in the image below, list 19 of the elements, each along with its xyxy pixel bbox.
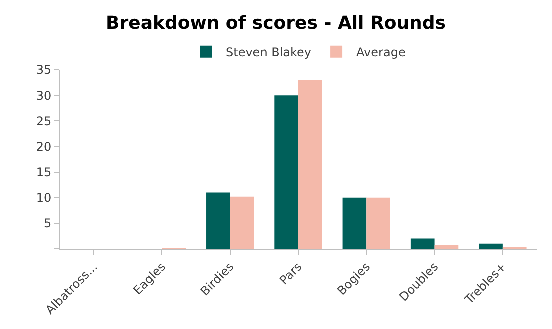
y-tick-label: 20	[36, 140, 52, 154]
y-tick-label: 15	[36, 165, 52, 180]
y-tick-label: 10	[36, 191, 52, 206]
bar	[410, 238, 435, 249]
legend-label: Steven Blakey	[226, 46, 312, 60]
chart-title: Breakdown of scores - All Rounds	[106, 13, 446, 34]
y-tick-label: 35	[36, 63, 52, 78]
bar	[230, 196, 254, 249]
bar	[206, 192, 230, 249]
bar	[366, 198, 390, 249]
y-tick-label: 25	[36, 114, 52, 128]
y-tick-label: 30	[36, 88, 52, 103]
legend-label: Average	[356, 46, 406, 60]
bar	[342, 198, 367, 249]
bar	[434, 245, 459, 249]
bar	[479, 244, 503, 249]
bar	[298, 80, 322, 249]
bar	[274, 96, 298, 249]
y-tick-label: 5	[44, 216, 52, 231]
